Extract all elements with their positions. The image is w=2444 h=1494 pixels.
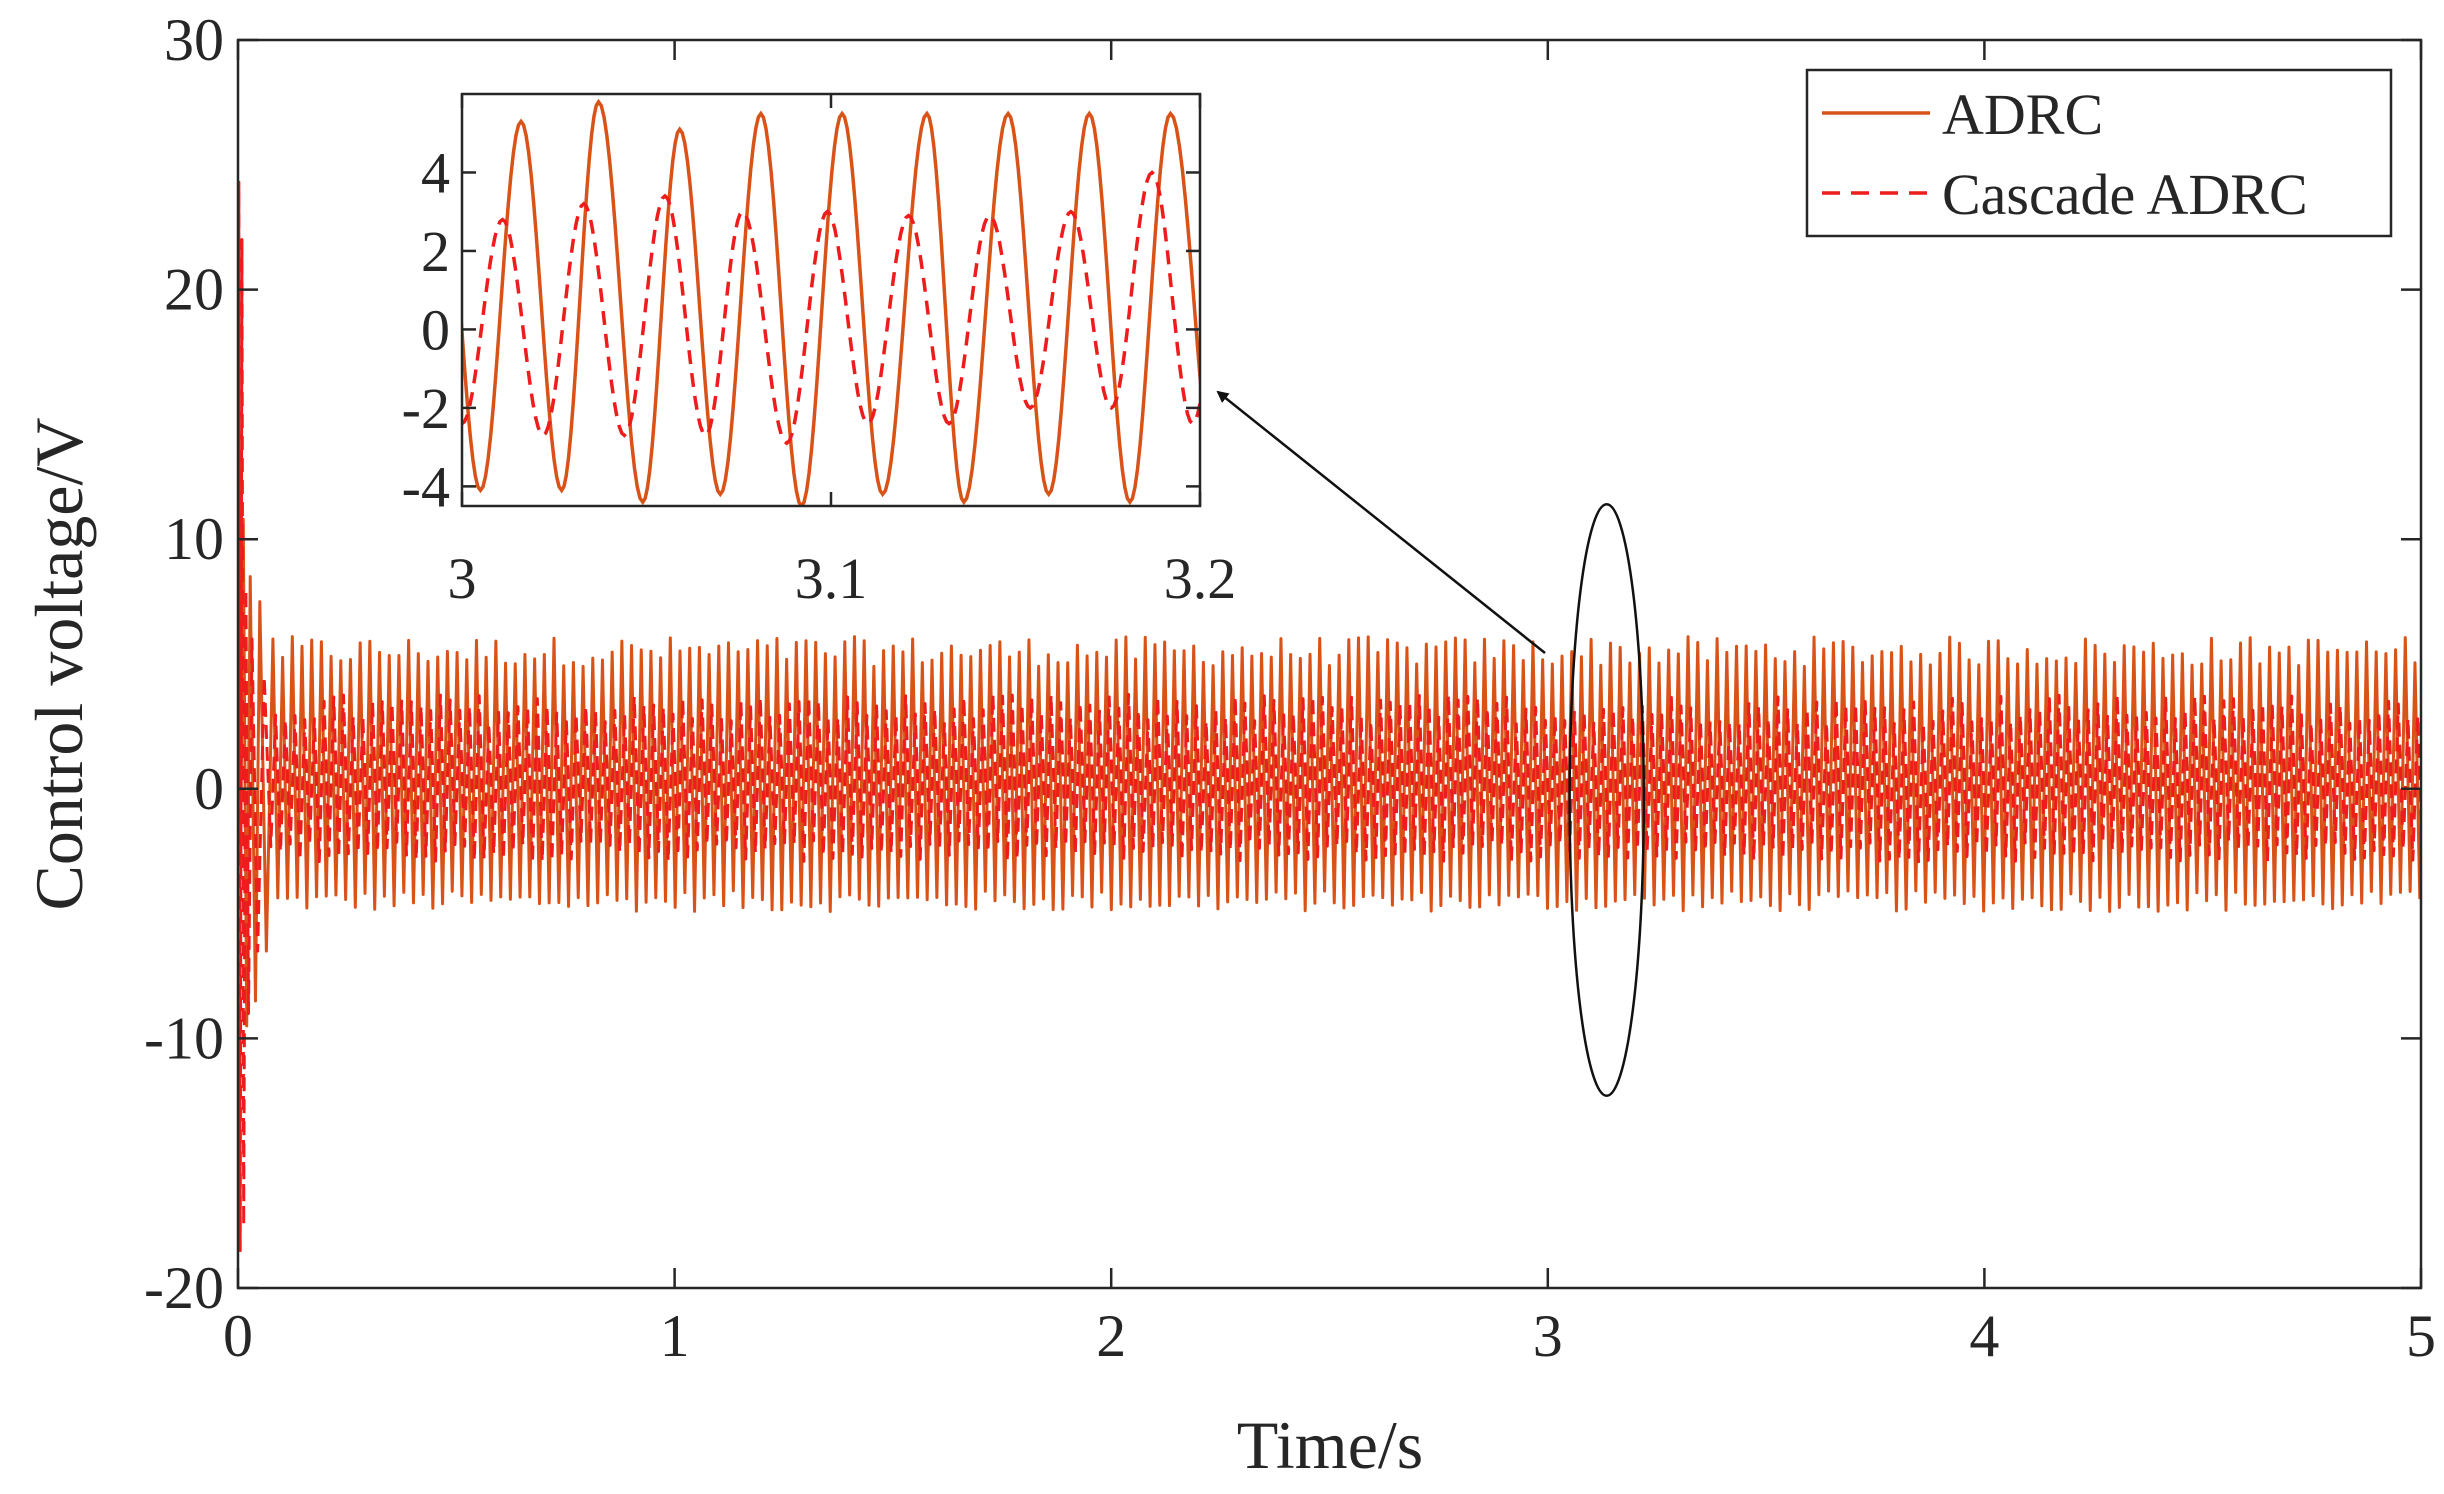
main-plot-area (238, 180, 2421, 1253)
inset-y-tick-label: 4 (421, 140, 450, 205)
y-axis-label: Control voltage/V (21, 418, 97, 911)
y-tick-label: -10 (144, 1005, 224, 1071)
inset-y-tick-label: -4 (402, 454, 450, 519)
legend-label-cascade: Cascade ADRC (1942, 162, 2308, 227)
x-axis-label: Time/s (1237, 1407, 1423, 1483)
inset-y-tick-label: 0 (421, 297, 450, 362)
inset-x-tick-label: 3 (448, 546, 477, 611)
zoom-ellipse (1568, 502, 1646, 1098)
x-tick-label: 5 (2406, 1303, 2436, 1369)
inset-series-line-cascade-adrc (462, 170, 1200, 446)
x-tick-label: 2 (1096, 1303, 1126, 1369)
zoom-annotation (1216, 390, 1646, 1098)
x-tick-label: 4 (1969, 1303, 1999, 1369)
x-tick-label: 3 (1533, 1303, 1563, 1369)
x-tick-label: 1 (660, 1303, 690, 1369)
x-tick-label: 0 (223, 1303, 253, 1369)
inset-ticks: 3 3.1 3.2 -4 -2 0 2 4 (402, 94, 1237, 611)
series-line-cascade-adrc (238, 180, 2421, 1253)
inset-axes: 3 3.1 3.2 -4 -2 0 2 4 (402, 92, 1237, 611)
inset-y-tick-label: -2 (402, 376, 450, 441)
legend: ADRC Cascade ADRC (1805, 68, 2393, 238)
legend-box (1805, 68, 2393, 238)
y-tick-label: 0 (194, 756, 224, 822)
y-tick-label: -20 (144, 1255, 224, 1321)
inset-x-tick-label: 3.1 (795, 546, 868, 611)
inset-plot-area (462, 98, 1200, 506)
zoom-arrow (1216, 390, 1546, 654)
y-tick-label: 10 (164, 506, 224, 572)
legend-label-adrc: ADRC (1942, 82, 2103, 147)
main-axes-frame (236, 38, 2423, 1290)
y-tick-label: 20 (164, 257, 224, 323)
series-line-adrc (238, 450, 2421, 1028)
inset-y-tick-label: 2 (421, 219, 450, 284)
inset-x-tick-label: 3.2 (1164, 546, 1237, 611)
inset-background (462, 94, 1200, 506)
inset-series-line-adrc (462, 98, 1200, 506)
y-tick-label: 30 (164, 7, 224, 73)
